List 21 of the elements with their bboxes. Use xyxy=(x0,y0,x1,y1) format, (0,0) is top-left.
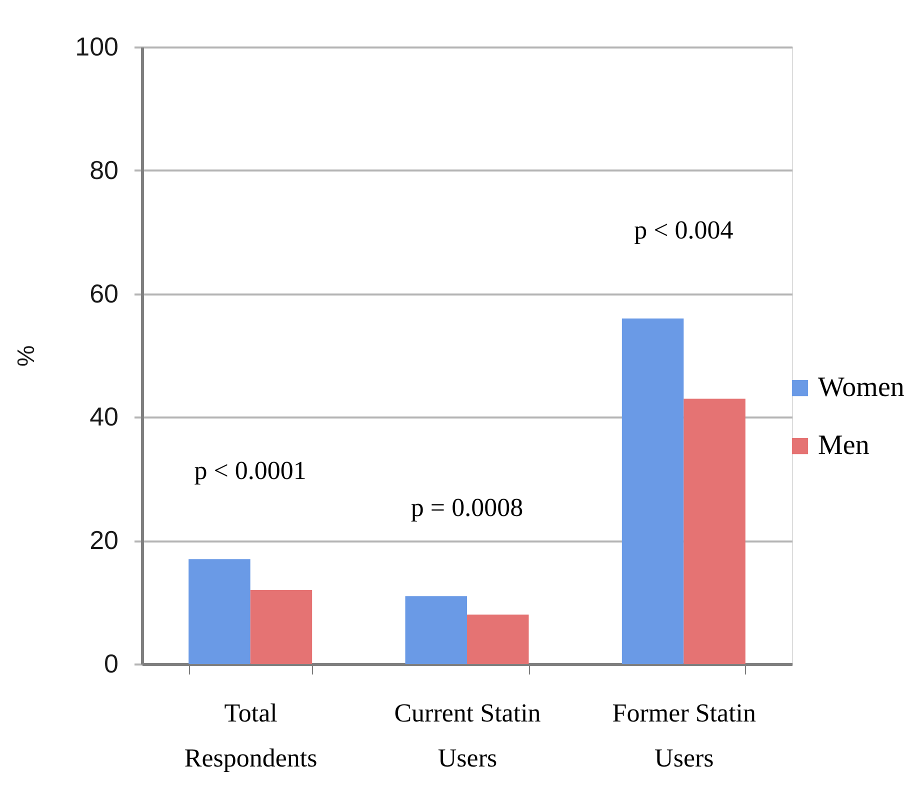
bar xyxy=(467,614,529,664)
y-tick-label: 20 xyxy=(90,525,118,556)
x-tick-label: Current Statin Users xyxy=(394,698,541,772)
bar xyxy=(188,559,250,664)
annotation: p < 0.0001 xyxy=(194,456,306,486)
y-tick-label: 0 xyxy=(104,648,118,678)
y-tick-label: 80 xyxy=(90,154,118,185)
legend-label: Men xyxy=(818,430,870,462)
bar xyxy=(684,398,746,664)
x-tick-label: Total Respondents xyxy=(184,698,318,772)
y-tick-label: 40 xyxy=(90,402,118,432)
y-tick-label: 100 xyxy=(75,32,118,62)
legend-label: Women xyxy=(818,372,904,404)
y-tick-label: 60 xyxy=(90,278,118,308)
bar xyxy=(250,590,312,664)
annotation: p = 0.0008 xyxy=(410,493,524,522)
bar xyxy=(405,596,467,664)
x-tick-label: Former Statin Users xyxy=(612,698,756,772)
annotation: p < 0.004 xyxy=(634,215,734,244)
y-axis-title: % xyxy=(13,345,40,367)
bar xyxy=(622,318,684,664)
